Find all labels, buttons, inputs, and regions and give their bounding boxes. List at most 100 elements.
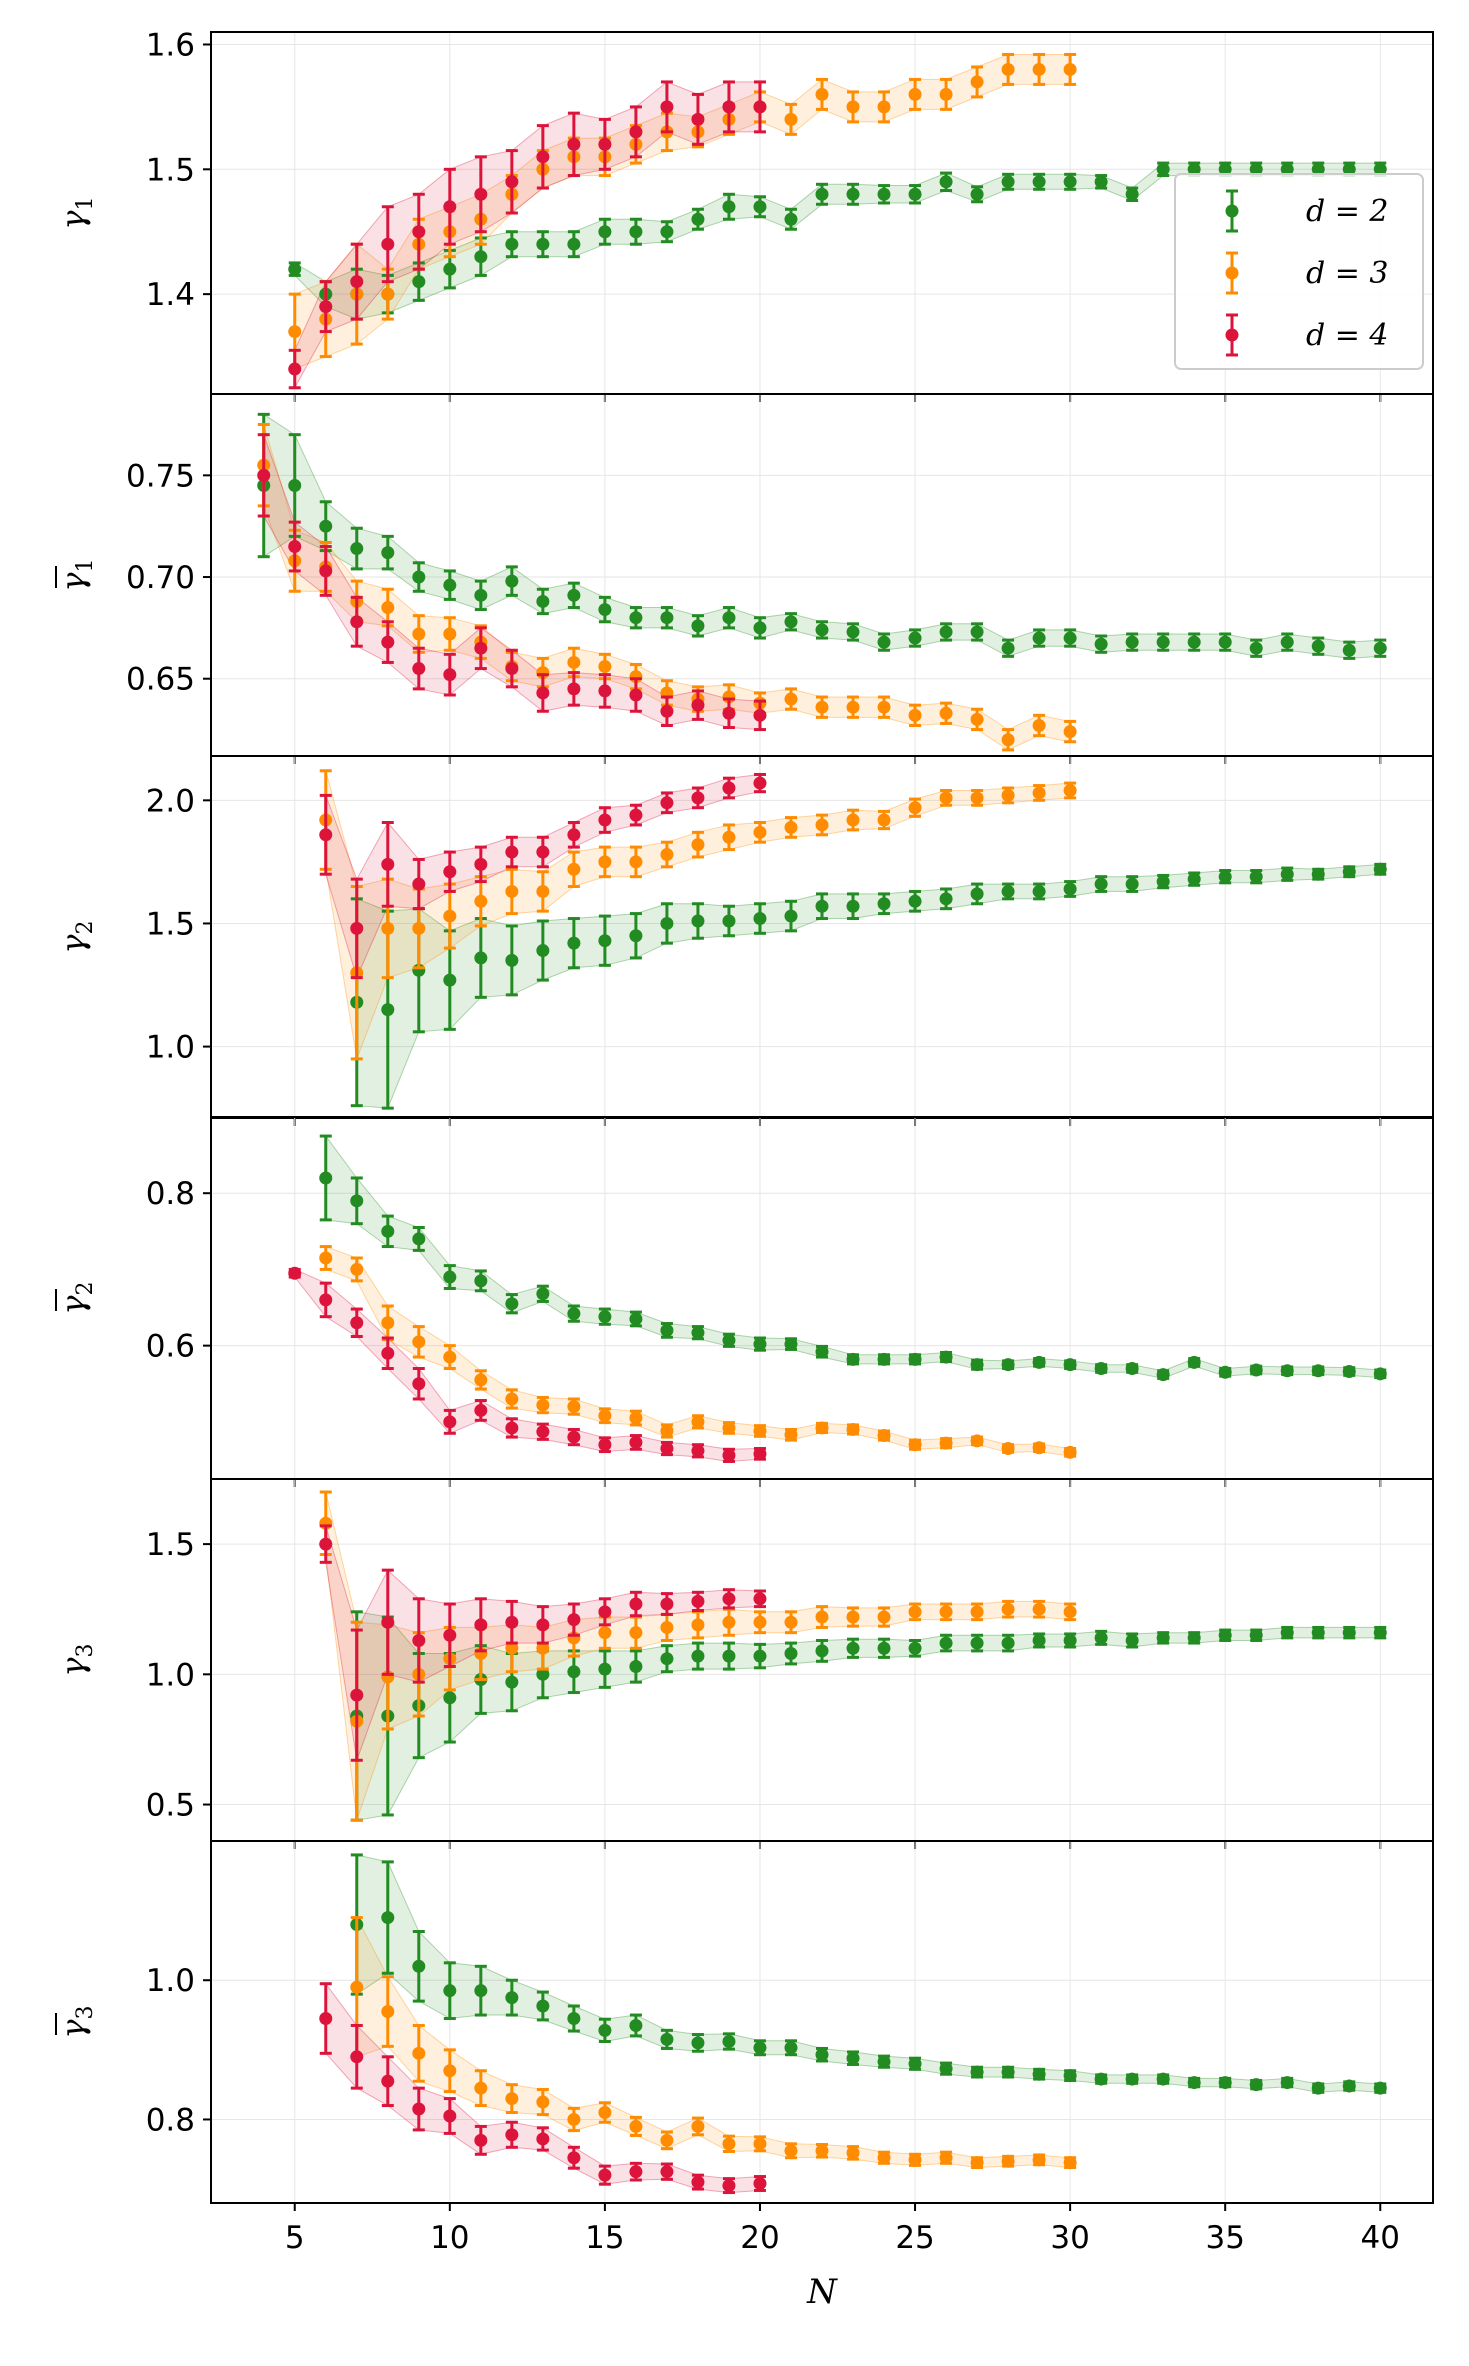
point-d3 — [598, 1626, 612, 1640]
point-d2 — [753, 912, 767, 926]
point-d2 — [1156, 875, 1170, 889]
point-d3 — [536, 2095, 550, 2109]
point-d4 — [567, 1430, 581, 1444]
point-d2 — [350, 1194, 364, 1208]
point-d4 — [598, 684, 612, 698]
y-tick-label: 1.0 — [146, 1657, 195, 1693]
point-d2 — [691, 1326, 705, 1340]
point-d3 — [784, 112, 798, 126]
point-d3 — [1001, 1442, 1015, 1456]
point-d4 — [536, 1618, 550, 1632]
point-d4 — [443, 865, 457, 879]
point-d2 — [536, 1287, 550, 1301]
point-d3 — [629, 855, 643, 869]
legend-marker — [1225, 204, 1239, 218]
point-d3 — [567, 1400, 581, 1414]
point-d3 — [908, 708, 922, 722]
band-d2 — [356, 1854, 1381, 2093]
point-d2 — [443, 578, 457, 592]
point-d2 — [1063, 1358, 1077, 1372]
y-axis-label: γ2 — [54, 1281, 98, 1314]
point-d2 — [939, 1636, 953, 1650]
point-d2 — [443, 1270, 457, 1284]
point-d2 — [598, 934, 612, 948]
point-d2 — [1342, 643, 1356, 657]
point-d2 — [1311, 1364, 1325, 1378]
point-d2 — [412, 570, 426, 584]
point-d2 — [1125, 2072, 1139, 2086]
point-d2 — [722, 200, 736, 214]
y-tick-label: 0.5 — [146, 1788, 195, 1824]
point-d3 — [722, 2137, 736, 2151]
point-d3 — [474, 2081, 488, 2095]
point-d2 — [970, 187, 984, 201]
point-d2 — [629, 611, 643, 625]
point-d3 — [722, 830, 736, 844]
point-d2 — [1125, 1633, 1139, 1647]
point-d3 — [753, 825, 767, 839]
point-d3 — [443, 2064, 457, 2078]
y-axis-label: γ3 — [54, 1643, 98, 1676]
y-tick-label: 1.5 — [146, 906, 195, 942]
point-d2 — [660, 1652, 674, 1666]
y-axis-label-text: γ3 — [54, 2005, 98, 2038]
point-d2 — [1218, 635, 1232, 649]
point-d3 — [846, 1610, 860, 1624]
point-d2 — [412, 275, 426, 289]
point-d3 — [877, 1610, 891, 1624]
point-d2 — [1373, 2081, 1387, 2095]
point-d2 — [1156, 162, 1170, 176]
point-d4 — [629, 1435, 643, 1449]
y-tick-label: 0.8 — [146, 1176, 195, 1212]
point-d4 — [505, 1615, 519, 1629]
point-d4 — [319, 828, 333, 842]
point-d3 — [443, 1350, 457, 1364]
point-d2 — [970, 887, 984, 901]
point-d2 — [1187, 1355, 1201, 1369]
point-d4 — [567, 682, 581, 696]
point-d3 — [691, 2119, 705, 2133]
point-d3 — [350, 1980, 364, 1994]
point-d2 — [1311, 162, 1325, 176]
point-d4 — [536, 686, 550, 700]
point-d2 — [288, 262, 302, 276]
point-d2 — [1156, 1631, 1170, 1645]
point-d2 — [877, 2055, 891, 2069]
point-d2 — [1342, 865, 1356, 879]
point-d2 — [1218, 2076, 1232, 2090]
point-d3 — [629, 1411, 643, 1425]
point-d4 — [567, 828, 581, 842]
y-tick-label: 1.5 — [146, 1527, 195, 1563]
point-d4 — [319, 2012, 333, 2026]
point-d2 — [1156, 2072, 1170, 2086]
point-d2 — [412, 1959, 426, 1973]
point-d3 — [288, 325, 302, 339]
y-axis-label-subscript: 3 — [73, 2005, 98, 2019]
point-d2 — [660, 611, 674, 625]
point-d3 — [691, 838, 705, 852]
legend-label: d = 4 — [1306, 318, 1389, 353]
point-d2 — [877, 897, 891, 911]
point-d3 — [908, 1605, 922, 1619]
point-d2 — [1218, 1628, 1232, 1642]
point-d2 — [846, 1352, 860, 1366]
point-d2 — [1280, 2076, 1294, 2090]
point-d3 — [784, 1615, 798, 1629]
point-d2 — [722, 914, 736, 928]
point-d4 — [505, 175, 519, 189]
point-d4 — [629, 808, 643, 822]
point-d4 — [753, 100, 767, 114]
point-d4 — [629, 1597, 643, 1611]
point-d2 — [691, 914, 705, 928]
x-tick-label: 35 — [1205, 2220, 1244, 2256]
point-d2 — [1342, 162, 1356, 176]
point-d2 — [350, 542, 364, 556]
point-d4 — [660, 100, 674, 114]
point-d4 — [598, 1605, 612, 1619]
point-d3 — [815, 87, 829, 101]
point-d3 — [691, 1415, 705, 1429]
y-axis-label-subscript: 3 — [73, 1643, 98, 1657]
point-d2 — [660, 916, 674, 930]
point-d3 — [939, 1436, 953, 1450]
